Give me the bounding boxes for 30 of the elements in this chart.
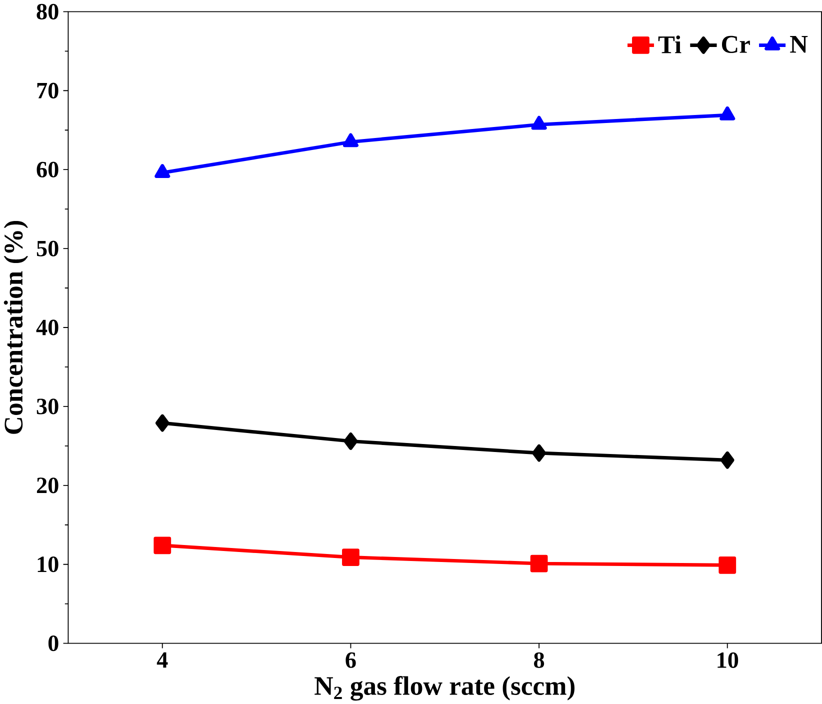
x-tick-label: 4 — [156, 652, 168, 668]
y-tick-label: 70 — [37, 82, 58, 98]
x-tick-label: 10 — [718, 652, 738, 668]
point — [342, 548, 360, 566]
point — [530, 554, 548, 572]
legend-label: Cr — [722, 36, 750, 53]
x-tick-label: 8 — [534, 652, 544, 668]
point — [342, 133, 358, 147]
point — [155, 414, 170, 432]
point — [531, 116, 547, 130]
point — [720, 106, 736, 120]
legend-label: Ti — [658, 35, 682, 53]
x-tick-label: 6 — [346, 652, 356, 668]
point — [154, 164, 170, 178]
y-axis-title: Concentration (%) — [4, 220, 28, 434]
x-axis-title: N$_{2}$ gas flow rate (sccm) — [314, 676, 574, 700]
y-tick-label: 50 — [36, 240, 58, 256]
point — [344, 432, 358, 450]
y-tick-label: 20 — [36, 477, 58, 493]
point — [718, 556, 736, 574]
legend-label: N — [790, 36, 808, 52]
point — [154, 536, 172, 554]
y-tick-label: 10 — [38, 556, 58, 572]
point — [532, 444, 546, 462]
y-tick-label: 30 — [36, 398, 58, 414]
point — [720, 451, 734, 469]
y-tick-label: 0 — [48, 635, 58, 651]
y-tick-label: 60 — [36, 162, 58, 178]
y-tick-label: 40 — [36, 319, 58, 336]
y-tick-label: 80 — [36, 4, 58, 20]
